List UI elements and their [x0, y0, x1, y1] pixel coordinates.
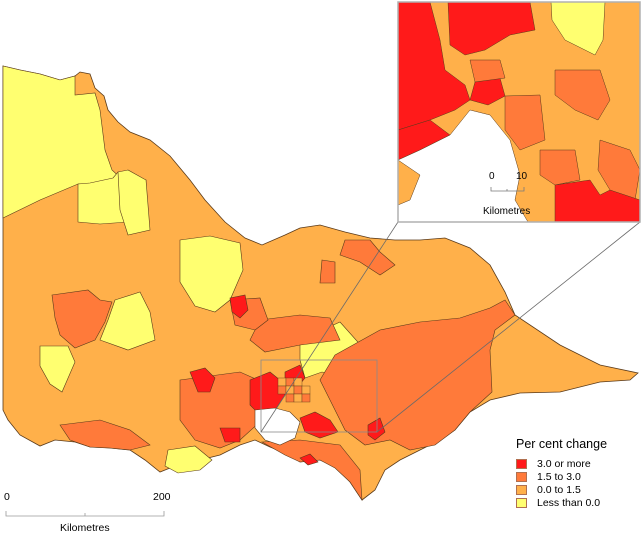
- legend: Per cent change 3.0 or more 1.5 to 3.0 0…: [516, 437, 607, 509]
- legend-title: Per cent change: [516, 437, 608, 451]
- inset-connector-left: [260, 221, 399, 433]
- legend-item: 0.0 to 1.5: [516, 483, 607, 496]
- melbourne-metro-areas: [277, 377, 311, 403]
- inset-locator-box: [260, 359, 378, 433]
- legend-item: 3.0 or more: [516, 457, 607, 470]
- legend-label: 3.0 or more: [537, 457, 591, 470]
- regions-1-5-to-3-0: [51, 239, 516, 502]
- legend-swatch-light-orange: [516, 484, 527, 495]
- legend-swatch-dark-orange: [516, 471, 527, 482]
- legend-label: 0.0 to 1.5: [537, 483, 581, 496]
- legend-item: Less than 0.0: [516, 496, 607, 509]
- main-scale-unit: Kilometres: [60, 522, 110, 534]
- legend-swatch-red: [516, 458, 527, 469]
- legend-item: 1.5 to 3.0: [516, 470, 607, 483]
- port-phillip-bay: [254, 407, 301, 446]
- main-scale-bar: [5, 511, 165, 517]
- main-scale-end: 200: [153, 491, 171, 503]
- melbourne-inset: [397, 1, 641, 223]
- inset-scale-end: 10: [516, 171, 528, 182]
- inset-scale-start: 0: [489, 171, 495, 182]
- inset-scale-bar: [490, 187, 525, 192]
- inset-scale-unit: Kilometres: [483, 206, 531, 217]
- legend-label: 1.5 to 3.0: [537, 470, 581, 483]
- main-scale-start: 0: [4, 491, 10, 503]
- inset-connector-right: [376, 221, 641, 433]
- legend-label: Less than 0.0: [537, 496, 601, 509]
- legend-swatch-yellow: [516, 497, 527, 508]
